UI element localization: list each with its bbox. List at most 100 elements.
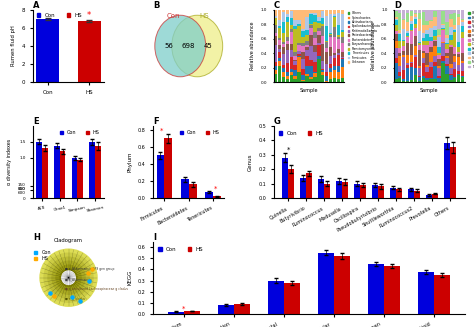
Bar (282, 42, 285, 44)
Bar (414, 19, 417, 24)
Bar (406, 33, 410, 36)
Bar (406, 81, 410, 82)
Circle shape (47, 256, 90, 299)
Bar (313, 32, 317, 38)
Bar (274, 18, 277, 25)
Y-axis label: Relative abundance: Relative abundance (371, 22, 375, 70)
Bar (410, 30, 413, 31)
Ellipse shape (155, 15, 206, 77)
Bar (313, 52, 317, 61)
Bar (293, 56, 297, 60)
Bar (305, 66, 309, 74)
Bar (461, 10, 465, 19)
Bar (341, 59, 344, 67)
Bar (378, 186, 384, 198)
Bar (297, 51, 301, 54)
Bar (445, 38, 448, 43)
Bar (290, 72, 293, 75)
Bar (449, 75, 453, 80)
Bar (234, 304, 250, 314)
Bar (360, 185, 366, 198)
Bar (329, 72, 332, 78)
Bar (325, 52, 328, 64)
Bar (445, 56, 448, 58)
Bar (301, 29, 305, 31)
Bar (341, 52, 344, 57)
Point (46, 290, 54, 296)
Bar (297, 72, 301, 82)
Bar (453, 78, 456, 82)
Bar (282, 72, 285, 77)
Bar (321, 10, 325, 11)
Bar (293, 70, 297, 76)
Text: *: * (286, 147, 290, 153)
Bar (274, 36, 277, 45)
Bar (445, 53, 448, 56)
Bar (285, 79, 289, 82)
Bar (321, 70, 325, 72)
Bar (268, 281, 284, 314)
Bar (433, 30, 437, 36)
Bar (390, 188, 396, 198)
Bar (278, 58, 281, 61)
Bar (461, 38, 465, 53)
Bar (433, 41, 437, 46)
Bar (418, 77, 421, 81)
Bar (418, 42, 421, 43)
Bar (321, 61, 325, 69)
Bar (402, 79, 405, 81)
Text: 45: 45 (204, 43, 213, 49)
Bar (441, 56, 445, 61)
Bar (337, 10, 340, 12)
Bar (309, 66, 313, 77)
Bar (305, 76, 309, 82)
Bar (410, 63, 413, 67)
Bar (274, 10, 277, 16)
Bar (398, 56, 401, 66)
Bar (205, 192, 213, 198)
Text: *: * (87, 10, 91, 20)
Bar (293, 65, 297, 70)
Bar (414, 10, 417, 13)
Bar (398, 66, 401, 72)
Bar (398, 72, 401, 76)
Bar (324, 183, 330, 198)
Bar (282, 22, 285, 33)
Bar (461, 71, 465, 76)
Bar (437, 76, 441, 78)
Bar (309, 10, 313, 13)
Bar (282, 47, 285, 54)
Bar (290, 11, 293, 18)
Bar (394, 17, 398, 20)
Bar (337, 66, 340, 72)
Bar (402, 29, 405, 40)
Bar (449, 27, 453, 35)
Bar (445, 66, 448, 74)
Bar (297, 24, 301, 26)
Bar (329, 56, 332, 64)
Bar (414, 13, 417, 14)
Text: *: * (160, 128, 163, 134)
Bar (301, 69, 305, 75)
Bar (301, 81, 305, 82)
Bar (341, 67, 344, 78)
Bar (313, 10, 317, 13)
Bar (414, 36, 417, 46)
Bar (341, 78, 344, 82)
Text: ■ s_g_cladus: ■ s_g_cladus (65, 297, 85, 301)
Bar (317, 28, 320, 30)
Bar (337, 37, 340, 40)
Bar (398, 78, 401, 82)
Text: *: * (182, 306, 185, 312)
Bar (453, 62, 456, 69)
Bar (301, 31, 305, 37)
Bar (433, 46, 437, 56)
Bar (329, 47, 332, 56)
Bar (333, 66, 336, 70)
Bar (77, 160, 83, 198)
Text: F: F (154, 117, 159, 126)
Bar (437, 29, 441, 35)
Bar (301, 45, 305, 52)
Bar (398, 76, 401, 78)
Bar (337, 49, 340, 53)
